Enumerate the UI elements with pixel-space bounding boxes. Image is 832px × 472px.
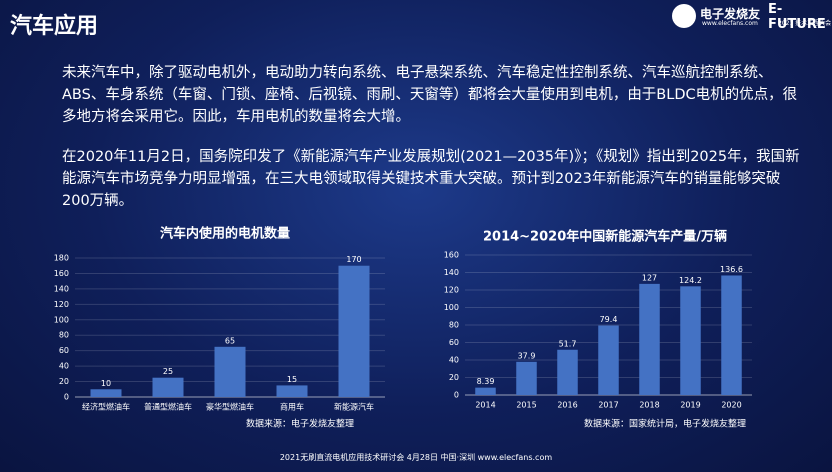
data-label: 124.2 [679,276,702,285]
x-tick-label: 2018 [639,401,659,410]
x-tick-label: 经济型燃油车 [82,402,130,412]
y-tick-label: 60 [449,338,459,347]
bar [152,377,184,397]
y-tick-label: 160 [444,251,459,260]
bar [214,346,246,397]
bar [90,389,122,397]
y-tick-label: 80 [59,331,69,340]
bar [639,283,660,395]
y-tick-label: 40 [59,362,69,371]
x-tick-label: 豪华型燃油车 [206,402,254,412]
bar [557,349,578,395]
chart-title: 汽车内使用的电机数量 [160,226,290,242]
bar [598,325,619,395]
data-label: 25 [163,367,173,376]
y-tick-label: 20 [59,377,69,386]
y-tick-label: 100 [54,315,69,324]
logo-text: 电子发烧友 [700,7,761,21]
data-label: 136.6 [720,265,743,274]
paragraph: 未来汽车中，除了驱动电机外，电动助力转向系统、电子悬架系统、汽车稳定性控制系统、… [62,65,798,125]
bar [338,265,370,397]
bar [680,286,701,395]
y-tick-label: 0 [64,393,69,402]
y-tick-label: 120 [54,300,69,309]
data-label: 127 [642,273,657,282]
data-label: 10 [101,379,111,388]
y-tick-label: 20 [449,373,459,382]
y-tick-label: 180 [54,254,69,263]
bar [475,387,496,395]
bar [516,361,537,395]
x-tick-label: 2020 [721,401,741,410]
x-tick-label: 2019 [680,401,700,410]
data-label: 15 [287,375,297,384]
logo-sub: 2021 技术工程大会 [778,20,832,27]
x-tick-label: 2015 [516,401,536,410]
y-tick-label: 120 [444,286,459,295]
x-tick-label: 2014 [475,401,495,410]
data-label: 65 [225,336,235,345]
logo-sub: www.elecfans.com [702,20,758,27]
source-note: 数据来源：电子发烧友整理 [246,418,354,430]
x-tick-label: 2016 [557,401,577,410]
data-label: 37.9 [518,351,536,360]
slide-title: 汽车应用 [10,14,99,39]
y-tick-label: 40 [449,356,459,365]
logo-icon [672,4,696,28]
data-label: 79.4 [600,315,618,324]
logo-text: E-FUTURE [768,2,826,32]
x-tick-label: 商用车 [280,402,304,412]
x-tick-label: 2017 [598,401,618,410]
bar [721,275,742,395]
data-label: 170 [346,255,361,264]
y-tick-label: 160 [54,269,69,278]
y-tick-label: 60 [59,346,69,355]
source-note: 数据来源：国家统计局，电子发烧友整理 [584,418,746,430]
data-label: 8.39 [477,377,495,386]
y-tick-label: 140 [444,268,459,277]
bar [276,385,308,397]
chart-title: 2014~2020年中国新能源汽车产量/万辆 [483,229,727,245]
data-label: 51.7 [559,339,577,348]
paragraph: 在2020年11月2日，国务院印发了《新能源汽车产业发展规划(2021—2035… [62,149,800,209]
x-tick-label: 新能源汽车 [334,402,374,412]
y-tick-label: 0 [454,391,459,400]
y-tick-label: 80 [449,321,459,330]
x-tick-label: 普通型燃油车 [144,402,192,412]
footer: 2021无刷直流电机应用技术研讨会 4月28日 中国·深圳 www.elecfa… [279,453,553,462]
y-tick-label: 100 [444,303,459,312]
y-tick-label: 140 [54,284,69,293]
